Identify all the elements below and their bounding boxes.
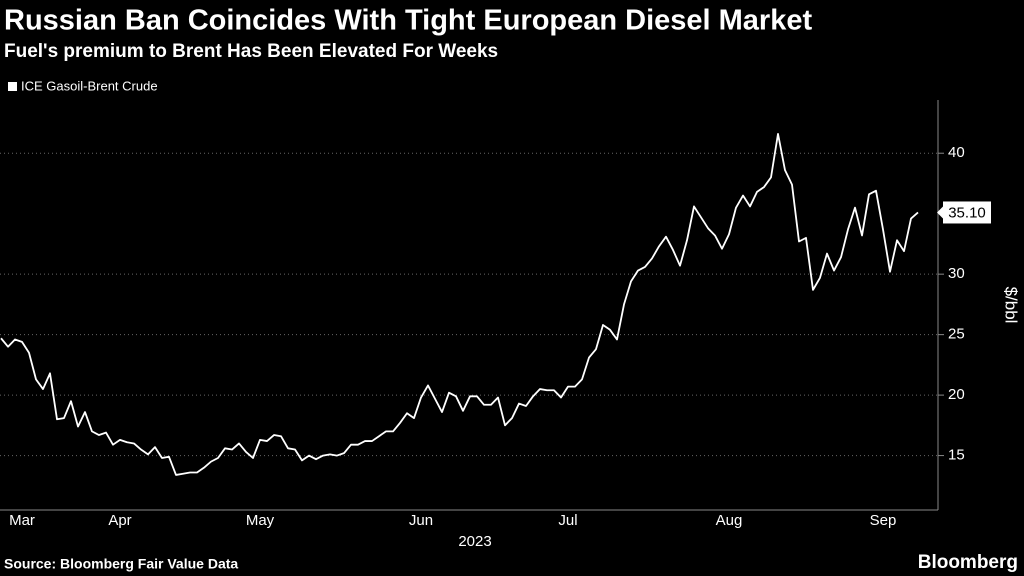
x-tick-label: Jun: [409, 512, 433, 529]
y-tick-label: 40: [948, 144, 965, 161]
legend-swatch: [8, 82, 17, 91]
source: Source: Bloomberg Fair Value Data: [4, 556, 238, 572]
x-tick-label: Jul: [558, 512, 577, 529]
y-tick-label: 20: [948, 386, 965, 403]
chart-subtitle: Fuel's premium to Brent Has Been Elevate…: [4, 41, 498, 62]
last-value-pointer: [937, 206, 943, 219]
y-tick-label: 30: [948, 265, 965, 282]
x-tick-label: Aug: [716, 512, 743, 529]
x-tick-label: Apr: [108, 512, 131, 529]
y-axis-label: $/bbl: [1002, 287, 1021, 324]
x-tick-label: Sep: [870, 512, 897, 529]
brand: Bloomberg: [918, 552, 1018, 573]
y-tick-label: 15: [948, 447, 965, 464]
x-tick-label: Mar: [9, 512, 35, 529]
chart-title: Russian Ban Coincides With Tight Europea…: [4, 5, 812, 37]
last-value-box: [943, 201, 991, 224]
series-line: [0, 132, 919, 476]
x-tick-label: May: [246, 512, 275, 529]
x-axis-label: 2023: [458, 533, 491, 550]
value-label: 35.10: [948, 204, 986, 221]
legend-label: ICE Gasoil-Brent Crude: [21, 78, 158, 93]
y-tick-label: 25: [948, 326, 965, 343]
